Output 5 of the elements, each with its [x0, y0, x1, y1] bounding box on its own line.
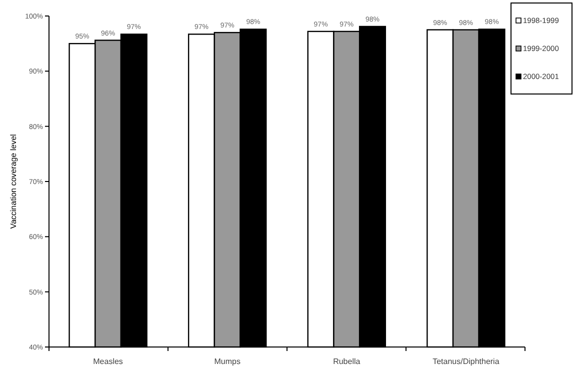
x-tick-label: Tetanus/Diphtheria — [432, 357, 500, 366]
x-tick-label: Measles — [93, 357, 123, 366]
y-axis-title: Vaccination coverage level — [9, 134, 18, 229]
x-tick-label: Mumps — [214, 357, 240, 366]
x-tick-label: Rubella — [333, 357, 361, 366]
